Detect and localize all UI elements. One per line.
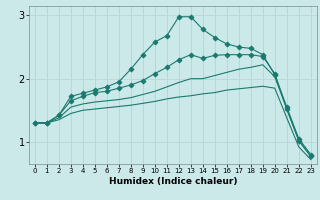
X-axis label: Humidex (Indice chaleur): Humidex (Indice chaleur) xyxy=(108,177,237,186)
